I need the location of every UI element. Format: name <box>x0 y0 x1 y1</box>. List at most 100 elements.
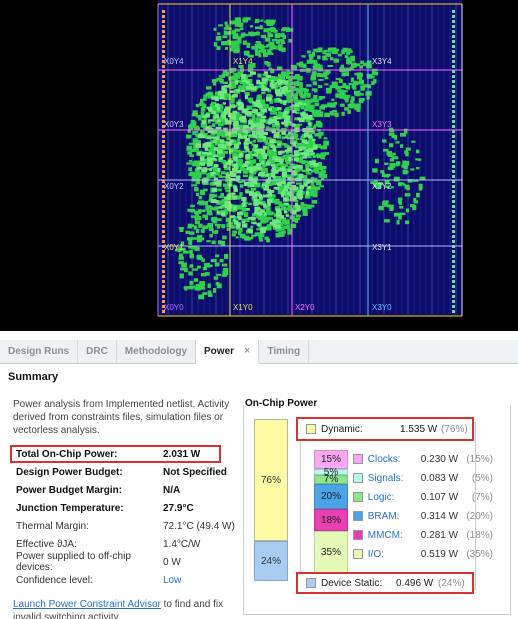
breakdown-link[interactable]: BRAM: <box>367 510 400 522</box>
property-row: Effective ϑJA: 1.4°C/W <box>13 535 238 553</box>
legend-swatch <box>353 549 363 559</box>
breakdown-percent: (7%) <box>471 491 493 503</box>
highlight-box <box>10 445 221 463</box>
on-chip-power-group <box>243 405 511 615</box>
clock-region-label: X1Y0 <box>233 303 253 312</box>
tab-label: Methodology <box>124 346 188 357</box>
property-label: Power supplied to off-chip devices: <box>16 551 131 573</box>
breakdown-value: 0.519 W <box>420 548 459 560</box>
breakdown-percent: (18%) <box>466 529 493 541</box>
tab-label: DRC <box>86 346 108 357</box>
property-label: Power Budget Margin: <box>16 484 123 496</box>
property-row: Junction Temperature: 27.9°C <box>13 499 238 517</box>
property-label: Effective ϑJA: <box>16 538 77 550</box>
breakdown-value: 0.281 W <box>420 529 459 541</box>
device-view[interactable]: X0Y4 X1Y4 X3Y4 X0Y3 X3Y3 X0Y2 X3Y2 X0Y1 X3Y1 X0Y0… <box>0 0 518 331</box>
breakdown-percent: (5%) <box>471 472 493 484</box>
clock-region-label: X3Y3 <box>372 120 392 129</box>
clock-region-label: X3Y1 <box>372 243 392 252</box>
tab-methodology[interactable]: Methodology <box>117 340 197 363</box>
dynamic-swatch <box>306 424 316 434</box>
breakdown-link[interactable]: Logic: <box>367 491 395 503</box>
property-value: Not Specified <box>163 466 227 478</box>
tab-label: Power <box>204 345 235 357</box>
dynamic-percent: (76%) <box>441 423 468 435</box>
static-value: 0.496 W <box>396 577 434 589</box>
property-row: Power supplied to off-chip devices: 0 W <box>13 551 238 573</box>
close-icon[interactable]: × <box>244 345 251 357</box>
property-row: Power Budget Margin: N/A <box>13 481 238 499</box>
breakdown-link[interactable]: I/O: <box>367 548 384 560</box>
breakdown-link[interactable]: Clocks: <box>367 453 401 465</box>
legend-swatch <box>353 473 363 483</box>
property-label: Total On-Chip Power: <box>16 448 118 460</box>
clock-region-label: X3Y2 <box>372 182 392 191</box>
breakdown-link[interactable]: Signals: <box>367 472 404 484</box>
on-chip-power-title: On-Chip Power <box>245 398 318 409</box>
breakdown-value: 0.230 W <box>420 453 459 465</box>
analysis-description: Power analysis from Implemented netlist.… <box>13 399 230 436</box>
property-row: Design Power Budget: Not Specified <box>13 463 238 481</box>
property-label: Confidence level: <box>16 574 93 586</box>
property-label: Junction Temperature: <box>16 502 124 514</box>
device-floorplan[interactable] <box>0 0 518 331</box>
dynamic-value: 1.535 W <box>400 423 438 435</box>
breakdown-value: 0.314 W <box>420 510 459 522</box>
bar-label: 76% <box>260 474 281 486</box>
clock-region-label: X0Y0 <box>164 303 184 312</box>
breakdown-segment[interactable]: 18% <box>314 509 348 531</box>
tab-design-runs[interactable]: Design Runs <box>0 340 79 363</box>
property-label: Thermal Margin: <box>16 520 89 532</box>
breakdown-segment[interactable]: 15% <box>314 450 348 469</box>
dynamic-label: Dynamic: <box>321 423 363 435</box>
legend-swatch <box>353 492 363 502</box>
legend-swatch <box>353 511 363 521</box>
section-title: Summary <box>8 371 59 383</box>
breakdown-segment[interactable]: 5% <box>314 467 348 478</box>
property-row: Confidence level: Low <box>13 571 238 589</box>
clock-region-label: X3Y0 <box>372 303 392 312</box>
clock-region-label: X0Y3 <box>164 120 184 129</box>
tab-power[interactable]: Power × <box>196 340 260 364</box>
property-value: 27.9°C <box>163 502 194 514</box>
clock-region-label: X0Y1 <box>164 243 184 252</box>
clock-region-label: X1Y4 <box>233 57 253 66</box>
tab-bar: Design Runs DRC Methodology Power × Timin… <box>0 340 518 364</box>
breakdown-row: BRAM: 0.314 W (20%) <box>353 510 493 522</box>
tab-label: Design Runs <box>8 346 70 357</box>
breakdown-segment[interactable]: 7% <box>314 474 348 485</box>
property-row: Thermal Margin: 72.1°C (49.4 W) <box>13 517 238 535</box>
property-value: 0 W <box>163 556 181 568</box>
legend-swatch <box>353 530 363 540</box>
tab-drc[interactable]: DRC <box>78 340 117 363</box>
breakdown-row: Signals: 0.083 W (5%) <box>353 472 493 484</box>
static-power-bar[interactable]: 24% <box>254 541 288 581</box>
advisor-note: Launch Power Constraint Advisor to find … <box>13 598 243 619</box>
breakdown-row: I/O: 0.519 W (35%) <box>353 548 493 560</box>
property-value: 72.1°C (49.4 W) <box>163 520 235 532</box>
breakdown-segment[interactable]: 35% <box>314 531 348 574</box>
clock-region-label: X2Y0 <box>295 303 315 312</box>
power-constraint-advisor-link[interactable]: Launch Power Constraint Advisor <box>13 599 161 610</box>
tab-label: Timing <box>267 346 301 357</box>
dynamic-power-header: Dynamic: 1.535 W (76%) <box>296 417 474 441</box>
property-value: N/A <box>163 484 181 496</box>
breakdown-segment[interactable]: 20% <box>314 484 348 509</box>
property-label: Design Power Budget: <box>16 466 123 478</box>
dynamic-power-bar[interactable]: 76% <box>254 419 288 541</box>
property-row: Total On-Chip Power: 2.031 W <box>13 445 238 463</box>
breakdown-link[interactable]: MMCM: <box>367 529 403 541</box>
breakdown-value: 0.083 W <box>420 472 459 484</box>
breakdown-row: Clocks: 0.230 W (15%) <box>353 453 493 465</box>
legend-swatch <box>353 454 363 464</box>
property-value: 1.4°C/W <box>163 538 201 550</box>
breakdown-percent: (15%) <box>466 453 493 465</box>
static-label: Device Static: <box>321 577 383 589</box>
device-static-header: Device Static: 0.496 W (24%) <box>296 572 474 594</box>
clock-region-label: X0Y4 <box>164 57 184 66</box>
static-swatch <box>306 578 316 588</box>
tab-timing[interactable]: Timing <box>259 340 310 363</box>
confidence-link[interactable]: Low <box>163 574 182 586</box>
breakdown-percent: (35%) <box>466 548 493 560</box>
clock-region-label: X0Y2 <box>164 182 184 191</box>
